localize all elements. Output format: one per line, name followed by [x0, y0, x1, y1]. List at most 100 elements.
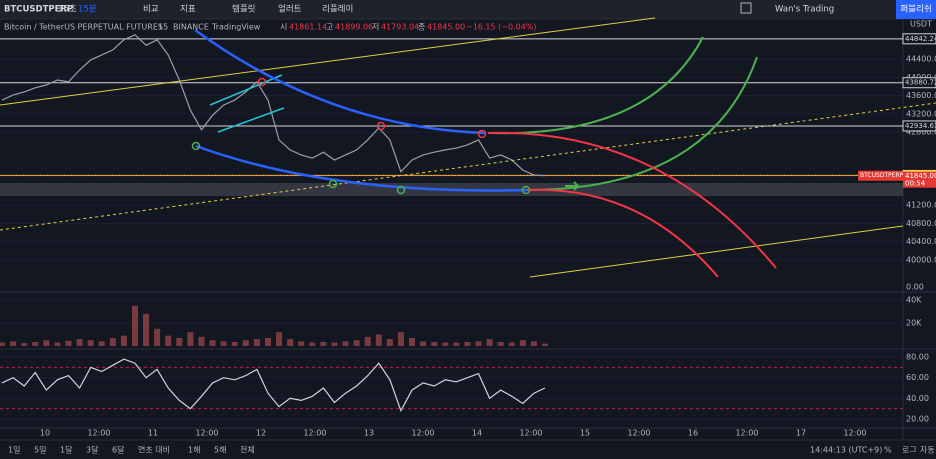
y-tick-label: 40K [906, 296, 922, 305]
symbol-box [858, 170, 903, 181]
range-button[interactable]: 연초 대비 [138, 446, 170, 455]
toolbar [0, 0, 936, 19]
x-tick-label: 12:00 [735, 429, 758, 438]
layout-icon[interactable] [740, 2, 752, 14]
volume-bar [342, 341, 349, 346]
range-button[interactable]: 6달 [112, 446, 125, 455]
publish-button[interactable] [896, 0, 936, 19]
range-button[interactable]: 5해 [214, 445, 226, 455]
volume-bar [453, 342, 460, 346]
price-line [1, 34, 546, 177]
price-label: 42934.63 [905, 122, 936, 130]
pivot [191, 141, 201, 151]
arrow [565, 181, 580, 191]
ohlc-value: 41845.00 [427, 23, 465, 32]
rsi-line [1, 358, 546, 413]
toolbar-button[interactable]: 템플릿 [232, 4, 256, 15]
y-tick-label: 40400.00 [906, 237, 936, 246]
clock: 14:44:13 (UTC+9) [810, 446, 882, 455]
volume-bar [131, 305, 138, 346]
price-label-box [902, 120, 936, 132]
volume-bar [0, 342, 5, 346]
arc [526, 56, 758, 191]
volume-bar [331, 342, 338, 346]
toolbar-button[interactable]: 비교 [143, 5, 159, 15]
account[interactable]: Wan's Trading [775, 5, 834, 15]
volume-bar [386, 339, 393, 346]
range-button[interactable]: 전체 [240, 445, 255, 455]
change: −16.15 (−0.04%) [466, 23, 537, 32]
volume-bar [87, 340, 94, 346]
toolbar-button[interactable]: 지표 [180, 5, 196, 15]
symbol-label: BTCUSDTPERP [860, 172, 904, 179]
y-tick-label: 60.00 [906, 373, 929, 382]
volume-bar [353, 340, 360, 346]
x-tick-label: 16 [688, 429, 698, 438]
interval[interactable]: 15초 [58, 5, 77, 15]
currency: USDT [910, 20, 932, 29]
legend-title: Bitcoin / TetherUS PERPETUAL FUTURES [4, 23, 163, 32]
volume-bar [287, 339, 294, 346]
volume-bar [231, 341, 238, 346]
x-tick-label: 12 [256, 429, 266, 438]
volume-bar [431, 341, 438, 346]
x-tick-label: 13 [364, 429, 374, 438]
scale-option[interactable]: 로그 [902, 446, 917, 455]
volume-bar [65, 340, 72, 346]
volume-bar [320, 341, 327, 346]
symbol[interactable]: BTCUSDTPERP [4, 5, 73, 15]
last-price: 41845.00 [905, 172, 936, 180]
toolbar-button[interactable]: 얼러트 [278, 4, 302, 15]
scale-option[interactable]: 자동 [920, 446, 935, 455]
last-price-box [903, 171, 936, 188]
interval[interactable]: 15분 [78, 5, 97, 15]
volume-bar [198, 336, 205, 346]
arc [526, 188, 719, 278]
scale-option[interactable]: % [884, 446, 892, 455]
ohlc-value: 41861.14 [289, 23, 327, 32]
ohlc-value: 41899.06 [335, 23, 373, 32]
legend-source: TradingView [211, 23, 261, 32]
y-tick-label: 80.00 [906, 353, 929, 362]
volume-bar [464, 341, 471, 346]
range-button[interactable]: 1달 [60, 446, 73, 455]
pivot [521, 185, 531, 195]
volume-bar [530, 341, 537, 346]
volume-bar [76, 339, 83, 346]
publish-label[interactable]: 퍼블리쉬 [900, 4, 931, 15]
range-button[interactable]: 1일 [8, 446, 20, 455]
x-tick-label: 12:00 [627, 429, 650, 438]
range-button[interactable]: 5일 [34, 446, 46, 455]
y-tick-label: 40800.00 [906, 219, 936, 228]
volume-bar [409, 337, 416, 346]
volume-bar [397, 332, 404, 346]
volume-bar [519, 340, 526, 346]
x-tick-label: 12:00 [303, 429, 326, 438]
volume-bar [165, 335, 172, 346]
channel-line [209, 74, 283, 106]
drawings [0, 17, 936, 278]
volume-bar [54, 342, 61, 346]
volume-bar [120, 335, 127, 346]
range-button[interactable]: 3달 [86, 446, 99, 455]
volume-bar [542, 343, 548, 346]
range-button[interactable]: 1해 [188, 445, 200, 455]
volume-bar [442, 342, 449, 346]
volume-bar [508, 342, 515, 346]
x-tick-label: 15 [580, 429, 590, 438]
volume-bar [98, 341, 105, 346]
volume-bar [486, 339, 493, 346]
legend-exchange: BINANCE [173, 23, 209, 32]
volume-bar [375, 334, 382, 346]
price-label: 43880.72 [905, 79, 936, 87]
x-tick-label: 17 [796, 429, 806, 438]
volume-bar [10, 341, 17, 346]
price-label-box [902, 77, 936, 89]
pivot [376, 121, 386, 131]
trend-line [0, 102, 936, 231]
toolbar-button[interactable]: 리플레이 [322, 4, 353, 15]
volume-bar [497, 341, 504, 346]
y-tick-label: 41200.00 [906, 201, 936, 210]
